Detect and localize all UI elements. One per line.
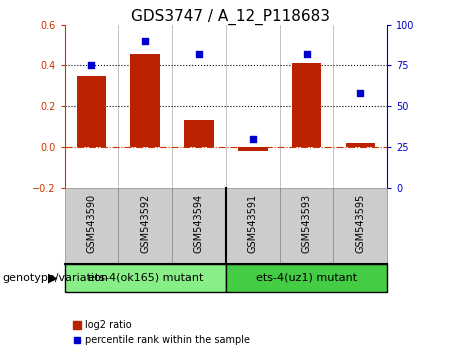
Text: GSM543592: GSM543592 xyxy=(140,194,150,253)
Point xyxy=(88,63,95,68)
Bar xyxy=(130,54,160,147)
Text: genotype/variation: genotype/variation xyxy=(2,273,108,283)
Bar xyxy=(184,120,214,147)
Point xyxy=(303,51,310,57)
Bar xyxy=(226,188,280,264)
Text: ▶: ▶ xyxy=(48,272,58,284)
Bar xyxy=(280,188,333,264)
Text: GSM543595: GSM543595 xyxy=(355,194,366,253)
Text: GDS3747 / A_12_P118683: GDS3747 / A_12_P118683 xyxy=(131,9,330,25)
Bar xyxy=(77,76,106,147)
Text: GSM543591: GSM543591 xyxy=(248,194,258,253)
Bar xyxy=(333,188,387,264)
Point xyxy=(249,136,256,142)
Bar xyxy=(346,143,375,147)
Bar xyxy=(118,188,172,264)
Text: GSM543590: GSM543590 xyxy=(86,194,96,253)
Bar xyxy=(65,188,118,264)
Bar xyxy=(172,188,226,264)
Point xyxy=(142,38,149,44)
Bar xyxy=(292,63,321,147)
Bar xyxy=(226,264,387,292)
Text: ets-4(ok165) mutant: ets-4(ok165) mutant xyxy=(88,273,203,283)
Legend: log2 ratio, percentile rank within the sample: log2 ratio, percentile rank within the s… xyxy=(70,316,254,349)
Point xyxy=(195,51,203,57)
Bar xyxy=(65,264,226,292)
Text: ets-4(uz1) mutant: ets-4(uz1) mutant xyxy=(256,273,357,283)
Point xyxy=(357,90,364,96)
Bar xyxy=(238,147,267,151)
Text: GSM543594: GSM543594 xyxy=(194,194,204,253)
Text: GSM543593: GSM543593 xyxy=(301,194,312,253)
